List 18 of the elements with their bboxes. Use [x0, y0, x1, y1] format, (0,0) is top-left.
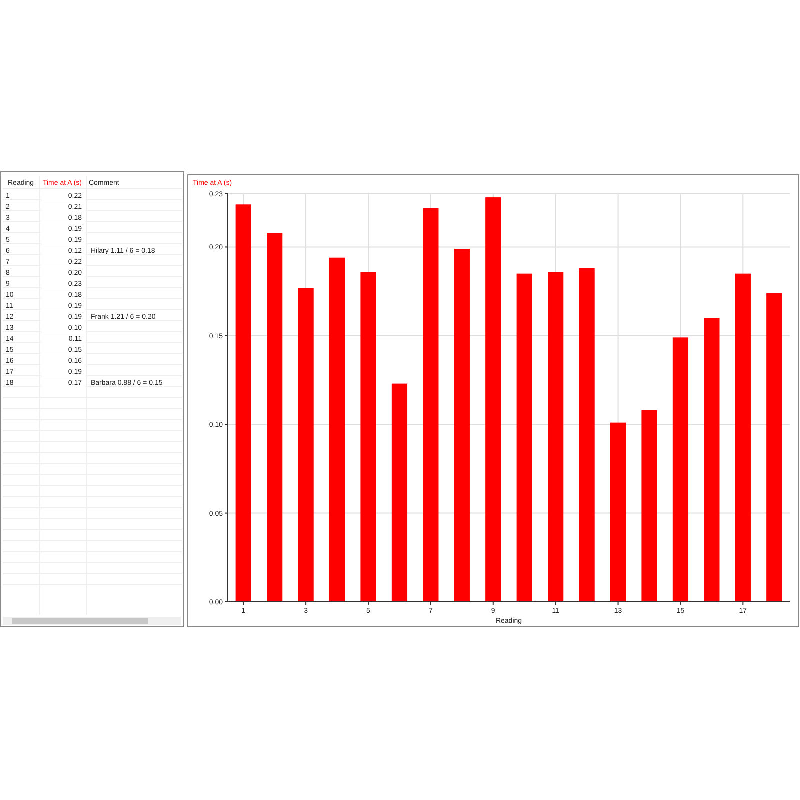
bar	[704, 318, 720, 602]
bar	[766, 293, 782, 602]
bar	[672, 338, 689, 602]
bar	[610, 422, 626, 602]
bar	[548, 272, 564, 602]
bar	[360, 272, 376, 602]
bar	[392, 384, 408, 602]
bar	[642, 410, 658, 602]
bar	[579, 268, 595, 602]
bar	[267, 233, 283, 602]
bar	[236, 204, 252, 602]
bar	[516, 274, 532, 602]
bar	[423, 208, 439, 602]
bar	[486, 198, 502, 602]
bar	[454, 248, 470, 602]
bar	[298, 288, 314, 602]
bar	[329, 258, 346, 602]
bar	[735, 274, 751, 602]
